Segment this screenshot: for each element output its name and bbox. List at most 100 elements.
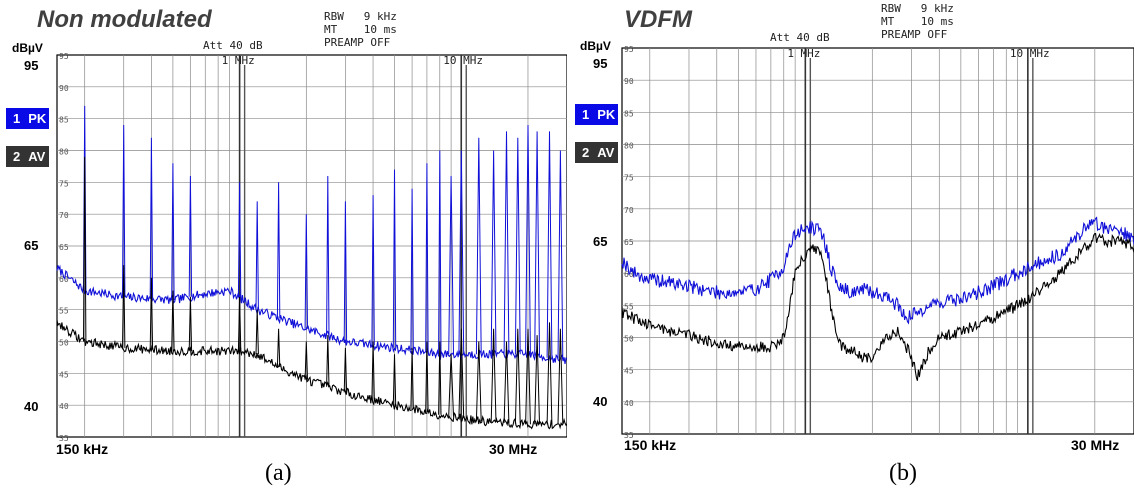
av-peak-spike — [392, 354, 397, 406]
y-tick-label: 60 — [59, 275, 69, 284]
pk-peak-spike — [392, 169, 397, 348]
av-peak-spike — [326, 335, 330, 387]
panel-caption: (a) — [265, 460, 292, 486]
av-peak-spike — [557, 328, 564, 425]
spectrum-plot-b: 35 40 45 50 55 60 65 70 75 80 85 90 95 1 MHz 10 MHz — [621, 45, 1134, 440]
y-tick-label: 90 — [59, 84, 69, 93]
av-peak-spike — [83, 156, 87, 342]
attenuation-label: Att 40 dB — [203, 39, 263, 52]
pk-peak-spike — [237, 182, 242, 298]
pk-peak-spike — [514, 137, 521, 355]
y-tick-label: 50 — [624, 335, 634, 344]
pk-peak-spike — [546, 131, 553, 358]
y-tick-label: 95 — [59, 52, 69, 61]
pk-trace — [56, 264, 567, 364]
y-tick-label: 35 — [624, 431, 634, 440]
pk-peak-spike — [171, 163, 175, 301]
y-tick-label: 35 — [59, 434, 69, 443]
y-tick-label: 80 — [624, 142, 634, 151]
pk-peak-spike — [343, 201, 348, 342]
pk-peak-spike — [475, 137, 482, 355]
y-label-bottom: 40 — [24, 399, 39, 414]
y-tick-label: 85 — [59, 116, 69, 125]
av-peak-spike — [490, 328, 497, 423]
y-label-top: 95 — [593, 56, 608, 71]
trace-badge-pk: 1 PK — [6, 108, 49, 129]
pk-peak-spike — [438, 150, 442, 355]
pk-peak-spike — [503, 131, 510, 355]
y-tick-label: 70 — [59, 211, 69, 220]
pk-peak-spike — [490, 150, 497, 355]
y-tick-label: 55 — [624, 302, 634, 311]
y-label-top: 95 — [24, 58, 39, 73]
y-tick-label: 40 — [59, 402, 69, 411]
y-tick-label: 60 — [624, 270, 634, 279]
y-tick-label: 65 — [624, 238, 634, 247]
frequency-marker-label: 10 MHz — [1010, 47, 1050, 60]
av-peak-spike — [475, 341, 482, 422]
y-unit-label: dBµV — [580, 39, 611, 53]
pk-peak-spike — [149, 137, 154, 299]
spectrum-panel-a: 35 40 45 50 55 60 65 70 75 80 85 90 95 1 MHz 10 MHz No… — [0, 0, 567, 492]
av-peak-spike — [149, 277, 154, 350]
av-peak-spike — [276, 328, 281, 368]
y-tick-label: 70 — [624, 206, 634, 215]
x-start-label: 150 kHz — [624, 437, 677, 453]
pk-peak-spike — [557, 150, 564, 360]
pk-peak-spike — [255, 201, 259, 310]
av-peak-spike — [458, 328, 465, 419]
av-peak-spike — [371, 341, 375, 400]
pk-peak-spike — [448, 175, 454, 355]
pk-peak-spike — [326, 175, 330, 336]
pk-peak-spike — [458, 150, 465, 355]
y-tick-label: 45 — [59, 370, 69, 379]
panel-caption: (b) — [889, 460, 917, 486]
y-tick-label: 85 — [624, 109, 634, 118]
x-start-label: 150 kHz — [56, 441, 109, 457]
pk-peak-spike — [122, 124, 126, 297]
pk-peak-spike — [410, 188, 414, 351]
y-tick-label: 75 — [59, 179, 69, 188]
pk-peak-spike — [371, 195, 375, 346]
av-peak-spike — [525, 328, 531, 425]
y-tick-label: 45 — [624, 367, 634, 376]
y-label-mid: 65 — [24, 238, 39, 253]
pk-trace — [621, 216, 1134, 325]
pk-peak-spike — [534, 131, 540, 356]
av-trace — [621, 232, 1134, 381]
trace-badge-av: 2 AV — [575, 142, 618, 163]
panel-title: VDFM — [624, 6, 692, 33]
spectrum-panel-b: 35 40 45 50 55 60 65 70 75 80 85 90 95 1 MHz 10 MHz VD… — [567, 0, 1134, 492]
frequency-marker-label: 1 MHz — [222, 54, 255, 67]
av-peak-spike — [122, 265, 126, 348]
av-peak-spike — [343, 347, 348, 393]
y-tick-label: 55 — [59, 307, 69, 316]
pk-peak-spike — [188, 175, 193, 297]
frequency-marker-label: 1 MHz — [787, 47, 820, 60]
y-tick-label: 50 — [59, 339, 69, 348]
y-label-bottom: 40 — [593, 394, 608, 409]
av-peak-spike — [503, 341, 510, 423]
av-peak-spike — [425, 341, 429, 413]
measurement-settings: RBW 9 kHz MT 10 ms PREAMP OFF — [324, 10, 397, 49]
pk-peak-spike — [304, 214, 308, 329]
av-peak-spike — [448, 354, 454, 417]
y-tick-label: 90 — [624, 77, 634, 86]
y-tick-label: 95 — [624, 45, 634, 54]
pk-peak-spike — [525, 124, 531, 355]
av-peak-spike — [438, 341, 442, 415]
y-tick-label: 65 — [59, 243, 69, 252]
av-peak-spike — [237, 296, 242, 352]
y-tick-label: 75 — [624, 174, 634, 183]
av-peak-spike — [304, 341, 308, 380]
x-end-label: 30 MHz — [489, 441, 538, 457]
av-peak-spike — [546, 322, 553, 425]
y-tick-label: 80 — [59, 148, 69, 157]
pk-peak-spike — [425, 163, 429, 353]
y-unit-label: dBµV — [12, 41, 43, 55]
av-peak-spike — [171, 290, 175, 352]
av-peak-spike — [410, 347, 414, 409]
panel-title: Non modulated — [37, 6, 212, 33]
trace-badge-av: 2 AV — [6, 146, 49, 167]
av-peak-spike — [188, 296, 193, 352]
